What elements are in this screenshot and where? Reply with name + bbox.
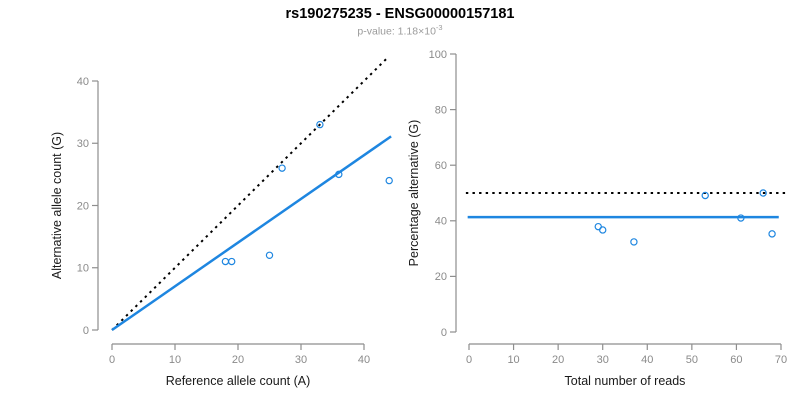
pvalue-text: p-value: 1.18×10 [357, 25, 436, 38]
data-point [737, 214, 745, 222]
x-tick-label: 40 [358, 354, 370, 366]
x-tick-label: 10 [507, 354, 519, 366]
data-point [599, 226, 607, 234]
x-tick-label: 30 [597, 354, 609, 366]
y-tick-label: 0 [83, 325, 89, 337]
x-tick-label: 30 [295, 354, 307, 366]
identity-line [111, 57, 389, 331]
data-point [221, 257, 230, 266]
y-tick-label: 40 [435, 216, 447, 228]
y-tick-label: 100 [429, 49, 447, 61]
data-point [701, 191, 709, 200]
x-tick-label: 0 [466, 354, 472, 366]
x-tick-label: 0 [109, 354, 115, 366]
pvalue-exponent: -3 [435, 23, 443, 32]
y-axis-label: Alternative allele count (G) [50, 132, 64, 279]
x-tick-label: 70 [775, 354, 787, 366]
chart-subtitle: p-value: 1.18×10-3 [0, 23, 800, 38]
x-tick-label: 10 [169, 354, 181, 366]
y-tick-label: 80 [435, 104, 447, 116]
x-tick-label: 60 [730, 354, 742, 366]
y-tick-label: 30 [77, 138, 89, 150]
x-tick-label: 40 [641, 354, 653, 366]
x-axis-label: Reference allele count (A) [166, 374, 311, 388]
chart-title: rs190275235 - ENSG00000157181 [285, 6, 515, 22]
data-point [759, 189, 767, 197]
y-tick-label: 60 [435, 160, 447, 172]
x-tick-label: 20 [552, 354, 564, 366]
data-point [265, 251, 274, 259]
x-axis-label: Total number of reads [565, 374, 686, 388]
data-point [335, 170, 343, 179]
x-tick-label: 50 [686, 354, 698, 366]
y-axis-label: Percentage alternative (G) [407, 120, 421, 267]
fit-line [111, 135, 392, 332]
left-plot: 0 10 20 30 40 0 10 20 30 40 Reference allele count… [50, 57, 393, 388]
y-tick-label: 0 [441, 327, 447, 339]
data-point [630, 238, 638, 246]
x-tick-label: 20 [232, 354, 244, 366]
data-point [227, 257, 236, 266]
data-point [768, 230, 776, 238]
right-plot: 0 20 40 60 80 100 0 10 20 30 40 50 60 70 Total number … [407, 49, 787, 388]
y-tick-label: 20 [77, 200, 89, 212]
y-tick-label: 10 [77, 263, 89, 275]
data-point [385, 176, 393, 185]
data-point [316, 120, 324, 129]
y-tick-label: 40 [77, 76, 89, 88]
data-point [278, 164, 286, 172]
y-tick-label: 20 [435, 271, 447, 283]
